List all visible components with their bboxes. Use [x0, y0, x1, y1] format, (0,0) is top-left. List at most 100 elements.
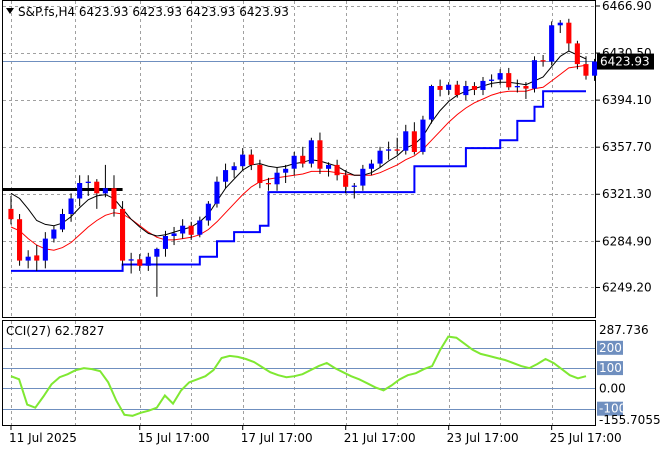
- time-tick-label: 11 Jul 2025: [9, 431, 77, 445]
- candle: [240, 148, 246, 171]
- bull-candle-body: [351, 185, 357, 187]
- bull-candle-body: [557, 22, 563, 26]
- bull-candle-body: [180, 225, 186, 234]
- candle: [188, 221, 194, 240]
- candle: [317, 132, 323, 174]
- bull-candle-body: [283, 168, 289, 173]
- current-price-tag: [597, 53, 654, 70]
- candle: [377, 146, 383, 168]
- candle: [257, 159, 263, 189]
- candle: [308, 137, 314, 168]
- price-grid: [3, 1, 595, 317]
- bull-candle-body: [154, 248, 160, 257]
- price-tick-label: 6357.70: [602, 140, 652, 154]
- cci-level-tag-label: 200: [599, 341, 622, 355]
- candle: [291, 151, 297, 176]
- bull-candle-body: [446, 84, 452, 90]
- bear-candle-body: [257, 164, 263, 183]
- candle: [351, 183, 357, 199]
- candle: [566, 18, 572, 52]
- bull-candle-body: [368, 163, 374, 169]
- bull-candle-body: [463, 86, 469, 96]
- candle: [343, 170, 349, 194]
- bull-candle-body: [489, 79, 495, 81]
- bull-candle-body: [102, 188, 108, 194]
- candle: [506, 67, 512, 90]
- bull-candle-body: [171, 233, 177, 236]
- price-tick-label: 6321.30: [602, 187, 652, 201]
- bear-candle-body: [111, 188, 117, 209]
- bull-candle-body: [59, 214, 65, 230]
- candle: [17, 214, 23, 266]
- bull-candle-body: [514, 86, 520, 88]
- candle: [411, 122, 417, 155]
- bear-candle-body: [437, 86, 443, 90]
- price-tick-label: 6466.90: [602, 0, 652, 13]
- bull-candle-body: [42, 238, 48, 261]
- bull-candle-body: [377, 150, 383, 164]
- candle: [42, 232, 48, 269]
- candle: [68, 193, 74, 222]
- cci-tick-label: 0.00: [599, 381, 626, 395]
- bear-candle-body: [188, 225, 194, 235]
- candle: [214, 176, 220, 208]
- bull-candle-body: [480, 80, 486, 90]
- bull-candle-body: [531, 60, 537, 89]
- bull-candle-body: [240, 154, 246, 167]
- candle: [592, 58, 598, 81]
- cci-header-title: CCI(27) 62.7827: [6, 324, 104, 338]
- bull-candle-body: [326, 164, 332, 169]
- cci-tick-label: 287.736: [599, 323, 649, 337]
- cci-axis: 287.736 200 100 0.00 -100-155.7055: [597, 323, 660, 427]
- time-tick-label: 21 Jul 17:00: [344, 431, 416, 445]
- bear-candle-body: [411, 131, 417, 152]
- time-tick-label: 23 Jul 17:00: [447, 431, 519, 445]
- bull-candle-body: [497, 73, 503, 80]
- price-axis: 6466.906430.506394.106357.706321.306284.…: [596, 0, 654, 294]
- cci-level-tag: [597, 401, 623, 416]
- candle: [583, 56, 589, 80]
- bull-candle-body: [360, 168, 366, 186]
- bull-candle-body: [128, 259, 134, 261]
- bear-candle-body: [8, 208, 14, 220]
- candle: [531, 56, 537, 93]
- price-tick-label: 6249.20: [602, 280, 652, 294]
- chart-menu-triangle-icon[interactable]: [6, 8, 14, 14]
- bull-candle-body: [420, 119, 426, 152]
- candle: [171, 226, 177, 246]
- bull-candle-body: [403, 131, 409, 151]
- candle: [8, 195, 14, 225]
- bull-candle-body: [386, 149, 392, 151]
- bear-candle-body: [120, 208, 126, 261]
- candle: [471, 82, 477, 96]
- bull-candle-body: [428, 86, 434, 120]
- candle: [386, 141, 392, 160]
- candle: [497, 69, 503, 85]
- candle: [394, 137, 400, 155]
- cci-level-tag: [597, 361, 623, 376]
- bull-candle-body: [77, 183, 83, 199]
- candle: [523, 82, 529, 99]
- time-axis: 11 Jul 2025 15 Jul 17:00 17 Jul 17:00 21 Ju…: [9, 426, 622, 445]
- candle: [265, 177, 271, 191]
- slow-ma-line: [10, 64, 587, 251]
- candle: [368, 159, 374, 176]
- bear-candle-body: [137, 259, 143, 266]
- price-tick-label: 6284.90: [602, 234, 652, 248]
- bear-candle-body: [471, 86, 477, 90]
- bull-candle-body: [162, 236, 168, 249]
- candle: [480, 76, 486, 96]
- support-step-line: [11, 90, 586, 272]
- cci-level-tag: [597, 340, 623, 355]
- bear-candle-body: [34, 255, 40, 261]
- candle: [94, 179, 100, 209]
- candle: [557, 20, 563, 34]
- candle: [403, 124, 409, 155]
- candle: [154, 247, 160, 297]
- candle: [454, 80, 460, 98]
- bear-candle-body: [343, 175, 349, 187]
- bull-candle-body: [214, 181, 220, 204]
- bear-candle-body: [583, 64, 589, 76]
- candle: [223, 163, 229, 189]
